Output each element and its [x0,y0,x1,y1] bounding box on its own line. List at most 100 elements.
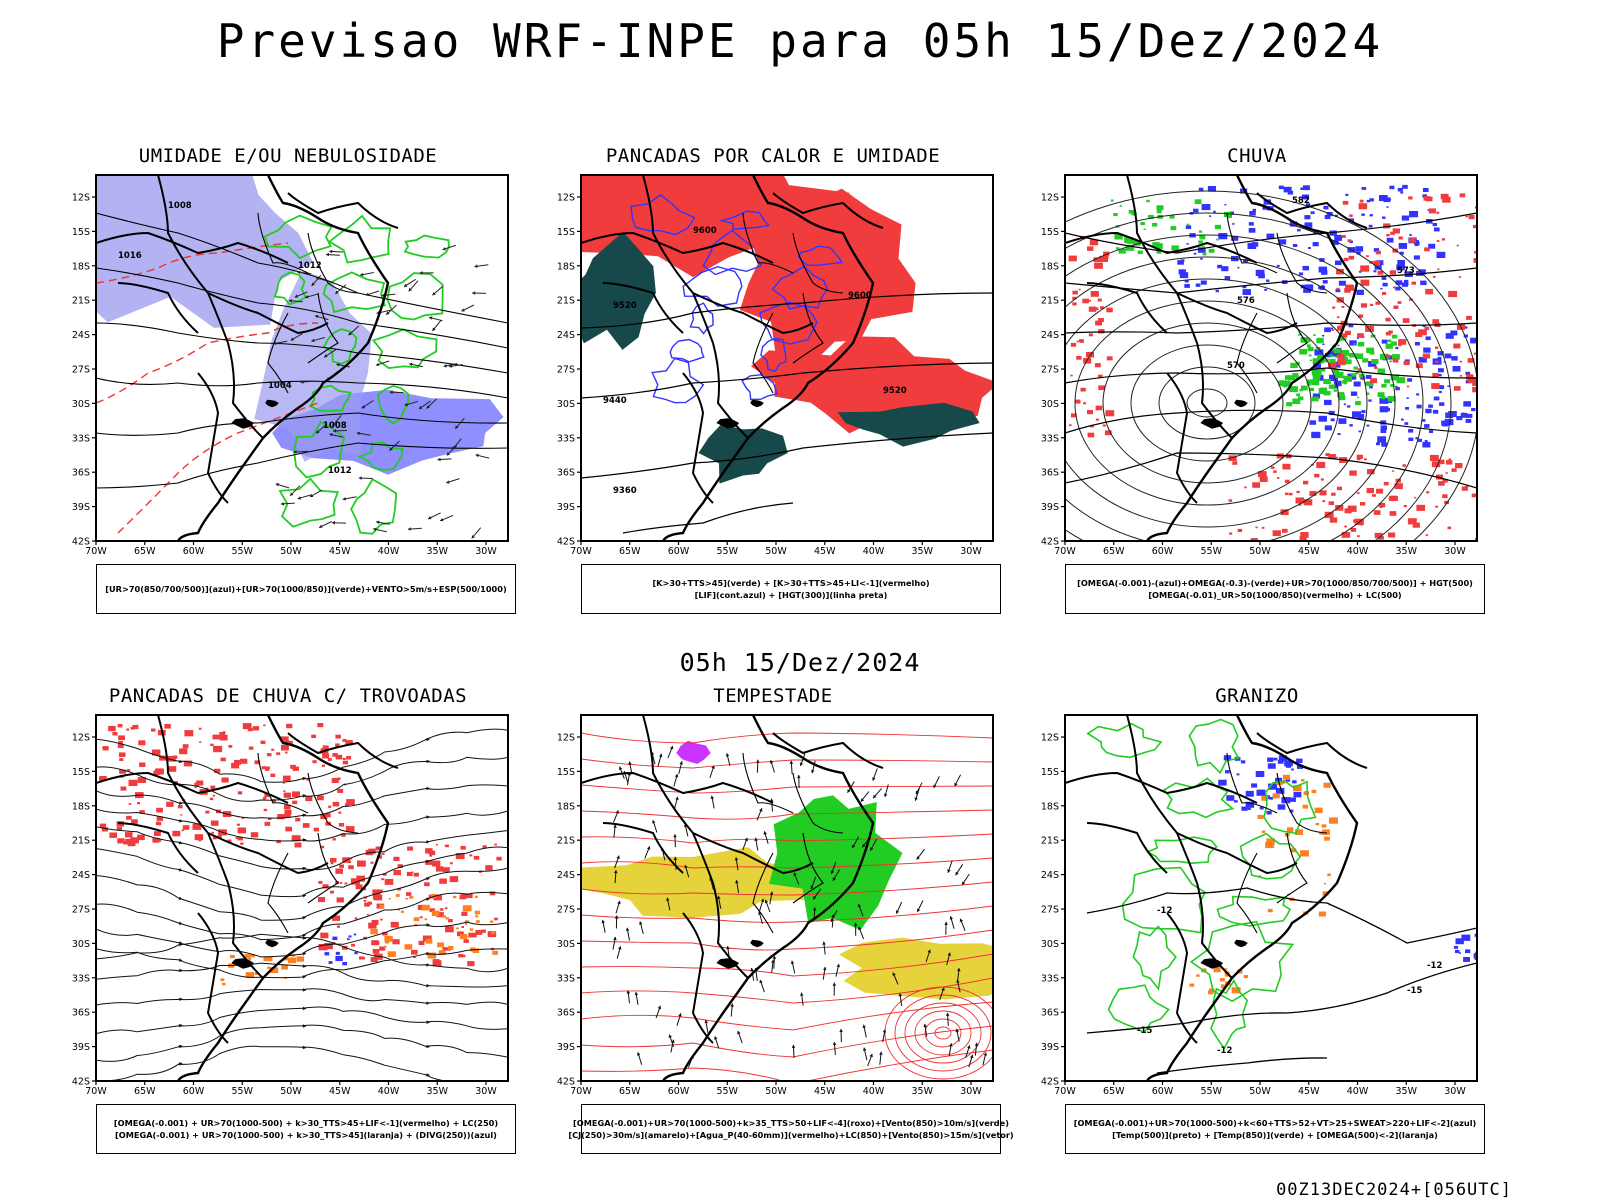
state-border [257,212,309,274]
red-storm-speck [320,932,329,939]
red-storm-speck [375,846,382,851]
lon-tick-label: 45W [814,546,836,557]
orange-storm-speck [265,956,273,962]
blue-hail-speck [1256,789,1266,796]
plot-border [580,714,994,1082]
orange-storm-speck [281,964,288,970]
blue-rain-speck [1329,374,1338,381]
blue-rain-speck [1289,221,1298,227]
orange-storm-speck [395,894,400,897]
red-storm-speck [213,745,223,753]
blue-hail-speck [1465,949,1471,954]
wind-vector-head [449,364,453,368]
blue-rain-speck [1380,287,1383,290]
orange-omega-speck [1295,829,1304,835]
precipitable-water-contour [581,881,993,896]
isobar-line [96,212,508,324]
lon-tick-label: 45W [329,546,351,557]
red-storm-speck [342,760,349,765]
contour-label: 1012 [298,261,322,271]
red-storm-speck [284,751,288,754]
panel-title: CHUVA [1227,145,1287,167]
green-rain-speck [1298,333,1301,336]
green-rain-speck [1344,382,1347,385]
green-rain-speck [1198,240,1203,244]
wind-vector-head [446,452,451,456]
red-storm-speck [392,939,400,945]
green-rain-speck [1170,226,1177,231]
temp850-green-contour [1121,866,1206,934]
state-border [1276,292,1308,364]
country-border [1086,282,1168,334]
orange-omega-speck [1231,987,1241,994]
blue-rain-speck [1395,280,1403,285]
green-rain-speck [1194,199,1202,204]
blue-hail-speck [1285,764,1291,768]
red-rain-speck [1270,466,1275,469]
lon-tick-label: 40W [863,1086,885,1097]
red-storm-speck [364,902,370,907]
wind-vector-head [309,493,314,497]
wind-vector-head [342,497,346,501]
streamline [96,1024,508,1062]
red-storm-speck [358,956,364,960]
contour-label: 1004 [268,381,292,391]
red-rain-speck [1441,238,1446,241]
contour-label: -12 [1217,1046,1232,1056]
red-storm-speck [181,829,184,832]
wind-vector-head [892,972,896,976]
lat-tick-label: 39S [1041,1042,1059,1053]
red-rain-speck [1370,378,1378,384]
state-border [1226,212,1278,274]
orange-omega-speck [1301,779,1305,782]
blue-rain-speck [1369,198,1374,202]
orange-omega-speck [1261,830,1266,834]
lon-tick-label: 70W [570,546,592,557]
wind-vector-head [426,877,430,881]
red-rain-speck [1398,236,1403,240]
red-rain-speck [1335,456,1338,459]
lat-tick-label: 42S [1041,537,1059,548]
red-rain-speck [1093,257,1100,262]
wind-vector-head [440,518,444,522]
blue-rain-speck [1396,264,1405,271]
contour-label: 1016 [118,251,142,261]
lake-mark [265,939,279,948]
lon-tick-label: 35W [427,546,449,557]
red-rain-speck [1436,240,1440,242]
red-rain-speck [1414,496,1417,499]
streamline [96,728,508,783]
blue-rain-speck [1248,228,1256,233]
blue-rain-speck [1319,258,1325,262]
red-rain-speck [1360,502,1366,506]
temp850-green-contour [1189,920,1295,1003]
red-storm-speck [116,826,122,831]
orange-omega-speck [1323,782,1331,788]
orange-storm-speck [245,972,254,978]
red-rain-speck [1360,303,1368,308]
lat-tick-label: 42S [557,1077,575,1088]
red-storm-speck [318,880,323,884]
red-storm-speck [172,830,181,837]
country-border [96,771,289,804]
blue-divergence-speck [348,935,352,938]
blue-rain-speck [1337,433,1341,436]
red-storm-speck [265,768,269,771]
green-rain-speck [1389,360,1392,363]
lon-tick-label: 60W [668,1086,690,1097]
red-rain-speck [1320,478,1324,481]
red-storm-speck [317,723,324,728]
green-rain-speck [1152,222,1158,227]
green-rain-speck [1278,380,1287,387]
wind-vector-head [812,907,817,911]
blue-rain-speck [1408,437,1414,441]
red-storm-speck [264,821,271,826]
contour-label: 9520 [613,301,637,311]
red-rain-speck [1087,410,1093,415]
wind-vector-head [734,857,739,861]
red-storm-speck [439,908,444,911]
red-rain-speck [1442,494,1448,499]
red-storm-speck [384,878,394,885]
